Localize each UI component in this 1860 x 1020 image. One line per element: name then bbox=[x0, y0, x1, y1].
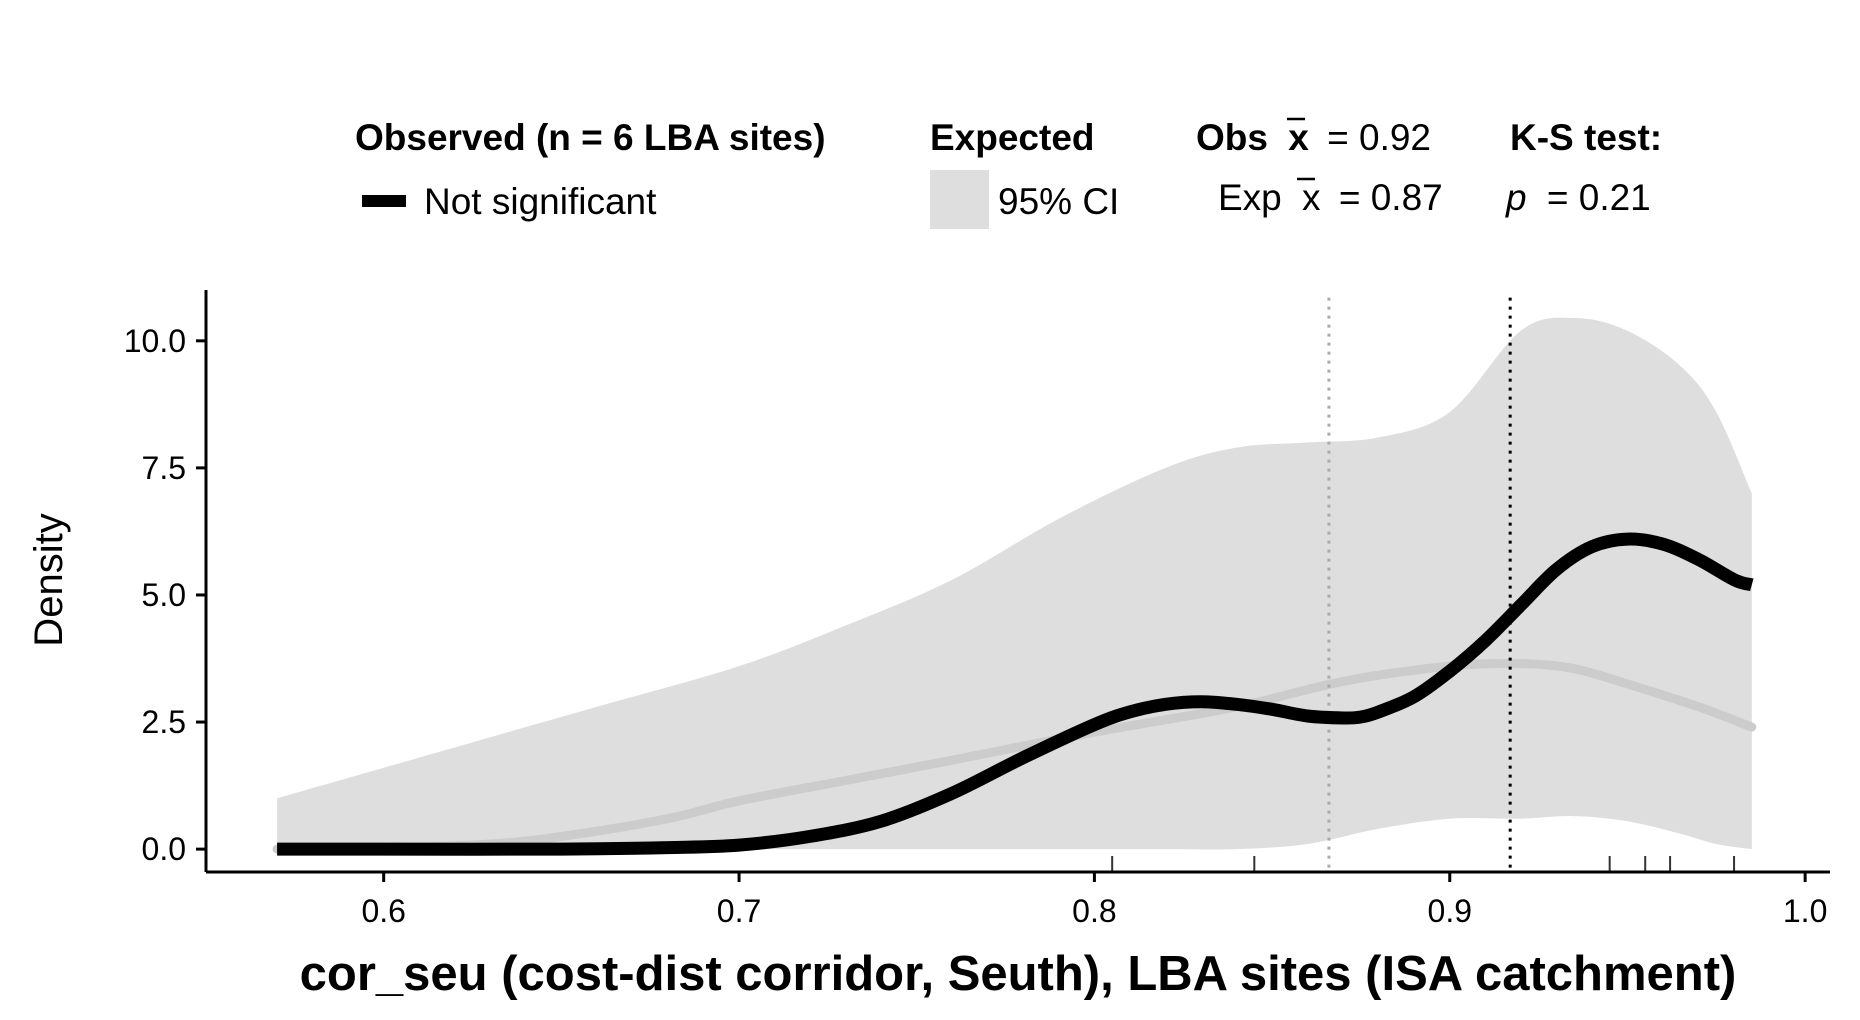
legend-observed-label: Not significant bbox=[424, 181, 657, 222]
y-axis-title: Density bbox=[27, 513, 71, 646]
y-tick-label: 2.5 bbox=[142, 704, 186, 740]
legend-exp-mean-symbol: x bbox=[1302, 177, 1321, 218]
axes: 0.0 2.5 5.0 7.5 10.0 0.6 0.7 0.8 0.9 1.0 bbox=[124, 290, 1830, 929]
legend-ks-title: K-S test: bbox=[1510, 117, 1662, 158]
x-tick-label: 1.0 bbox=[1783, 893, 1827, 929]
x-axis-title: cor_seu (cost-dist corridor, Seuth), LBA… bbox=[300, 947, 1737, 1001]
x-tick-label: 0.8 bbox=[1072, 893, 1116, 929]
legend-ks-p: p = 0.21 bbox=[1505, 177, 1651, 218]
legend-obs-mean: Obs x = 0.92 bbox=[1196, 117, 1431, 158]
legend: Observed (n = 6 LBA sites) Not significa… bbox=[355, 117, 1662, 229]
legend-expected-title: Expected bbox=[930, 117, 1095, 158]
legend-obs-mean-value: = 0.92 bbox=[1327, 117, 1431, 158]
x-ticks: 0.6 0.7 0.8 0.9 1.0 bbox=[361, 872, 1827, 929]
y-tick-label: 0.0 bbox=[142, 831, 186, 867]
legend-ci-label: 95% CI bbox=[998, 181, 1119, 222]
ci-band-area bbox=[277, 317, 1752, 850]
legend-exp-mean: Exp x = 0.87 bbox=[1218, 177, 1443, 218]
plot-area bbox=[272, 297, 1757, 872]
x-tick-label: 0.7 bbox=[717, 893, 761, 929]
legend-obs-mean-prefix: Obs bbox=[1196, 117, 1268, 158]
x-tick-label: 0.6 bbox=[361, 893, 405, 929]
observed-density-line bbox=[277, 532, 1754, 856]
x-tick-label: 0.9 bbox=[1428, 893, 1472, 929]
y-tick-label: 10.0 bbox=[124, 323, 186, 359]
y-ticks: 0.0 2.5 5.0 7.5 10.0 bbox=[124, 323, 206, 867]
legend-ks-p-symbol: p bbox=[1505, 177, 1527, 218]
legend-observed-title: Observed (n = 6 LBA sites) bbox=[355, 117, 826, 158]
legend-obs-mean-symbol: x bbox=[1288, 117, 1309, 158]
y-tick-label: 7.5 bbox=[142, 450, 186, 486]
legend-exp-mean-value: = 0.87 bbox=[1339, 177, 1443, 218]
legend-exp-mean-prefix: Exp bbox=[1218, 177, 1282, 218]
legend-ks-p-value: = 0.21 bbox=[1547, 177, 1651, 218]
y-tick-label: 5.0 bbox=[142, 577, 186, 613]
legend-ci-swatch bbox=[930, 170, 989, 229]
